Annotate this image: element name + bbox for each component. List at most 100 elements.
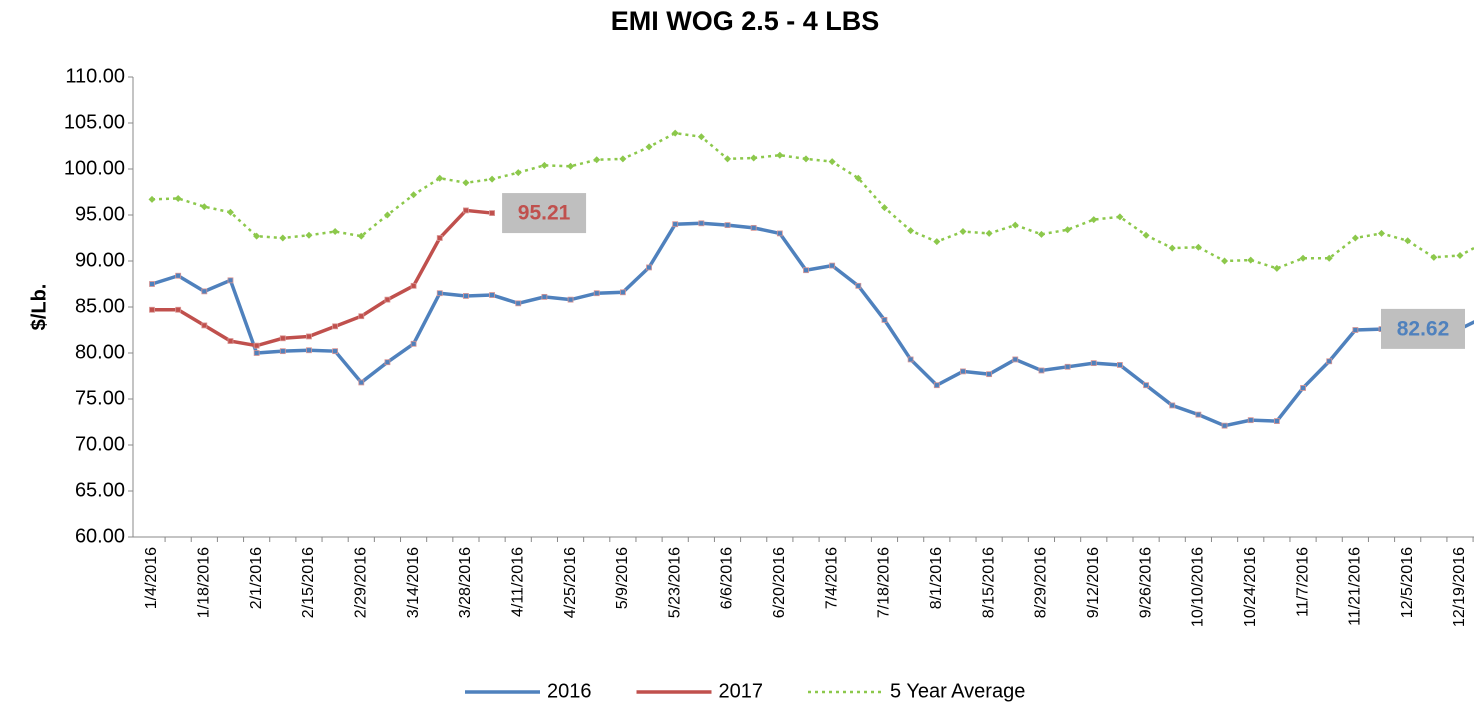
line-marker [933, 382, 940, 389]
line-marker [306, 347, 312, 354]
line-marker [227, 277, 234, 284]
x-tick-label: 4/11/2016 [509, 547, 526, 617]
line-marker [332, 348, 339, 355]
x-tick-label: 2/15/2016 [300, 547, 317, 618]
line-marker [672, 221, 679, 228]
line-marker [986, 371, 993, 378]
line-marker [200, 203, 208, 211]
line-marker [829, 262, 836, 269]
x-tick-label: 3/14/2016 [405, 547, 422, 618]
line-marker [1221, 422, 1228, 429]
line-marker [593, 156, 601, 164]
data-label: 82.62 [1397, 317, 1450, 340]
line-marker [226, 208, 234, 216]
line-marker [828, 158, 836, 166]
line-marker [567, 162, 575, 170]
line-marker [1221, 257, 1229, 265]
x-tick-label: 1/18/2016 [196, 547, 213, 618]
line-marker [803, 267, 809, 274]
line-marker [279, 335, 286, 342]
line-marker [802, 155, 810, 163]
line-marker [410, 191, 418, 199]
x-tick-label: 3/28/2016 [457, 547, 474, 618]
line-marker [985, 229, 993, 237]
line-marker [436, 290, 443, 297]
line-marker [1012, 356, 1019, 363]
line-marker [1430, 253, 1438, 261]
line-marker [776, 151, 784, 159]
line-marker [463, 207, 469, 214]
x-tick-label: 11/7/2016 [1294, 547, 1311, 617]
line-marker [253, 342, 260, 349]
line-marker [1037, 230, 1045, 238]
x-tick-label: 7/18/2016 [876, 547, 893, 618]
x-tick-label: 5/9/2016 [614, 547, 631, 609]
line-marker [436, 174, 444, 182]
line-marker [1090, 360, 1097, 367]
line-marker [1168, 244, 1176, 252]
line-marker [1300, 385, 1306, 391]
line-marker [201, 288, 208, 295]
y-tick-label: 65.00 [75, 479, 125, 501]
line-marker [331, 228, 339, 236]
line-marker [540, 161, 548, 169]
series-line [152, 208, 493, 348]
x-tick-label: 9/26/2016 [1137, 547, 1154, 618]
line-marker [489, 210, 495, 216]
line-marker [959, 228, 967, 236]
line-marker [776, 230, 783, 237]
x-tick-label: 8/15/2016 [980, 547, 997, 618]
x-tick-label: 1/4/2016 [143, 547, 160, 609]
line-marker [488, 175, 496, 183]
line-marker [384, 359, 391, 366]
y-tick-label: 60.00 [75, 525, 125, 547]
line-marker [855, 282, 862, 289]
line-marker [227, 338, 234, 344]
line-marker [750, 224, 757, 231]
y-tick-label: 105.00 [64, 111, 125, 133]
line-marker [593, 290, 600, 297]
legend-label: 5 Year Average [890, 680, 1025, 702]
line-marker [541, 293, 548, 300]
line-marker [1326, 358, 1333, 365]
x-tick-label: 12/19/2016 [1451, 547, 1468, 627]
line-marker [384, 296, 391, 303]
line-marker [148, 195, 156, 203]
x-tick-label: 2/29/2016 [352, 547, 369, 618]
line-marker [619, 289, 626, 296]
line-marker [671, 129, 679, 137]
line-marker [1273, 418, 1280, 424]
x-tick-label: 8/29/2016 [1033, 547, 1050, 618]
line-marker [305, 231, 313, 239]
chart-title: EMI WOG 2.5 - 4 LBS [611, 6, 880, 36]
line-marker [960, 368, 966, 375]
legend-label: 2016 [547, 680, 592, 702]
line-marker [567, 296, 574, 303]
line-marker [357, 232, 365, 240]
line-marker [253, 232, 261, 240]
x-tick-label: 8/1/2016 [928, 547, 945, 609]
line-marker [175, 272, 182, 279]
line-marker [1299, 254, 1307, 262]
line-marker [1194, 243, 1202, 251]
y-tick-label: 95.00 [75, 203, 125, 225]
line-marker [358, 379, 365, 386]
line-marker [854, 174, 862, 182]
line-marker [149, 281, 155, 287]
line-marker [1038, 367, 1045, 374]
line-marker [1247, 256, 1255, 264]
x-tick-label: 9/12/2016 [1085, 547, 1102, 618]
line-marker [514, 169, 522, 177]
line-marker [880, 204, 888, 212]
line-marker [907, 356, 914, 363]
line-marker [724, 222, 731, 229]
line-marker [1090, 216, 1098, 224]
line-marker [358, 313, 365, 320]
line-marker [410, 282, 417, 289]
legend-item: 5 Year Average [808, 680, 1025, 702]
series-line [151, 131, 1474, 270]
line-marker [750, 154, 758, 162]
line-marker [1325, 254, 1333, 262]
data-label: 95.21 [518, 202, 571, 225]
x-tick-label: 10/24/2016 [1242, 547, 1259, 627]
